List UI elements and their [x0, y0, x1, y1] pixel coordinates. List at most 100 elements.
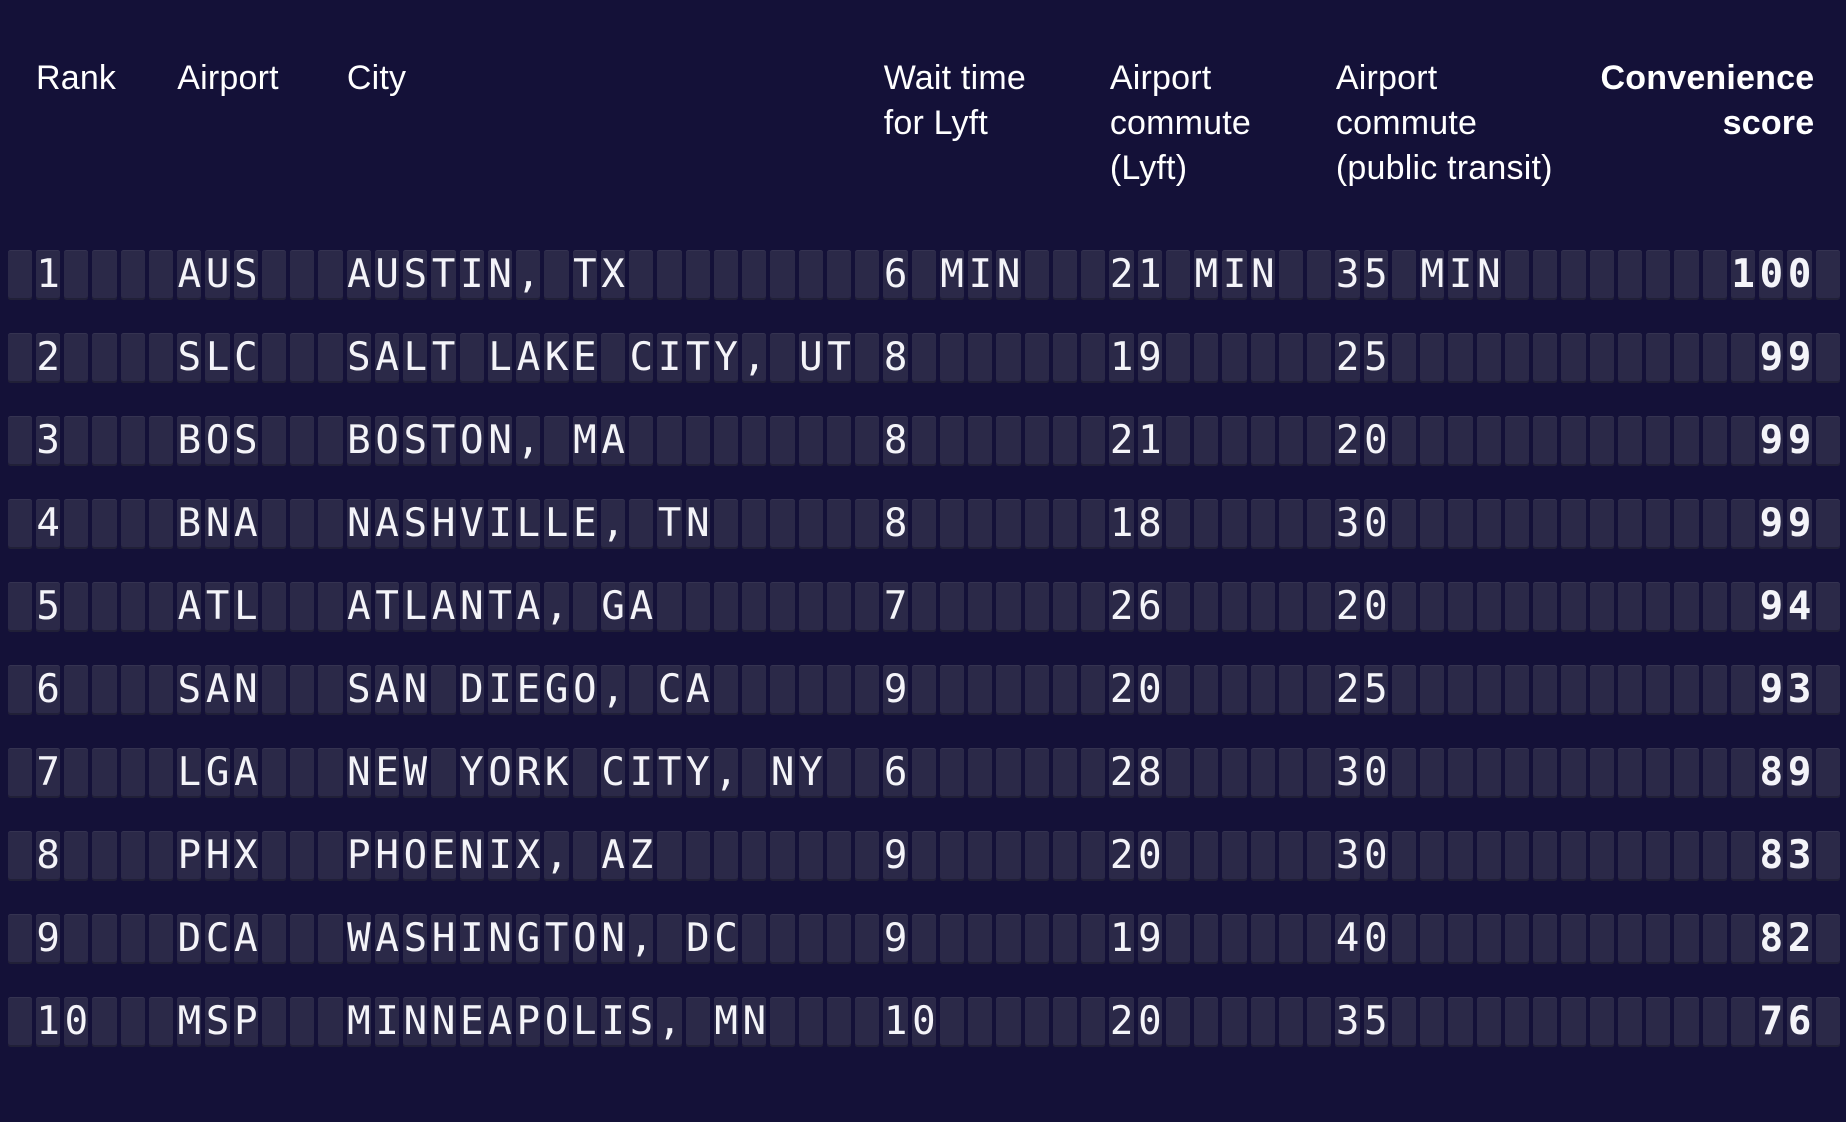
- flap-cell: [855, 997, 880, 1047]
- flap-cell: [685, 582, 710, 632]
- flap-cell: B: [346, 416, 371, 466]
- flap-cell: [1222, 997, 1247, 1047]
- flap-cell: [290, 416, 315, 466]
- flap-cell: 9: [1759, 582, 1784, 632]
- flap-cell: [1081, 582, 1106, 632]
- flap-cell: [7, 748, 32, 798]
- flap-cell: 2: [1109, 748, 1134, 798]
- flap-cell: E: [431, 831, 456, 881]
- flap-cell: S: [403, 250, 428, 300]
- flap-cell: 8: [1759, 914, 1784, 964]
- flap-cell: 9: [1137, 333, 1162, 383]
- flap-cell: [1081, 250, 1106, 300]
- flap-cell: 8: [883, 333, 908, 383]
- column-header-line: City: [346, 59, 407, 97]
- flap-cell: [1646, 333, 1671, 383]
- flap-cell: [996, 997, 1021, 1047]
- flap-cell: T: [374, 582, 400, 632]
- flap-cell: [120, 499, 145, 549]
- flap-cell: 8: [35, 831, 61, 881]
- flap-cell: N: [346, 499, 371, 549]
- flap-cell: [939, 416, 965, 466]
- flap-cell: [120, 914, 145, 964]
- flap-cell: [996, 665, 1021, 715]
- flap-cell: I: [600, 997, 626, 1047]
- flap-cell: 9: [1137, 914, 1162, 964]
- flap-cell: [1646, 748, 1671, 798]
- flap-cell: [1504, 997, 1530, 1047]
- flap-cell: [1815, 748, 1840, 798]
- flap-cell: [939, 914, 965, 964]
- flap-cell: [1815, 582, 1840, 632]
- flap-cell: H: [205, 831, 230, 881]
- flap-cell: I: [487, 499, 513, 549]
- flap-cell: I: [1448, 250, 1473, 300]
- flap-cell: 9: [1787, 416, 1812, 466]
- flap-cell: 1: [1109, 914, 1134, 964]
- flap-cell: [1504, 665, 1530, 715]
- column-header-airport_commute_transit: Airport commute (public transit): [1336, 56, 1553, 191]
- flap-cell: ,: [516, 250, 541, 300]
- flap-cell: S: [233, 250, 258, 300]
- flap-cell: [1250, 831, 1275, 881]
- flap-cell: 3: [1335, 748, 1360, 798]
- flap-cell: [148, 416, 174, 466]
- flap-cell: [318, 748, 343, 798]
- flap-cell: [1730, 748, 1756, 798]
- flap-cell: [1617, 831, 1643, 881]
- flap-cell: [572, 582, 597, 632]
- flap-cell: H: [431, 499, 456, 549]
- flap-cell: [685, 250, 710, 300]
- flap-cell: [685, 997, 710, 1047]
- flap-cell: [657, 416, 682, 466]
- flap-cell: [1533, 582, 1558, 632]
- flap-cell: [1448, 665, 1473, 715]
- flap-cell: [1504, 582, 1530, 632]
- flap-cell: 5: [1363, 250, 1388, 300]
- flap-cell: [1646, 499, 1671, 549]
- flap-cell: [1307, 582, 1332, 632]
- flap-cell: [1646, 665, 1671, 715]
- flap-cell: [1533, 831, 1558, 881]
- flap-cell: [1391, 582, 1417, 632]
- flap-cell: [1561, 997, 1586, 1047]
- flap-cell: L: [572, 997, 597, 1047]
- flap-cell: 0: [1137, 997, 1162, 1047]
- flap-cell: D: [177, 914, 202, 964]
- flap-cell: [996, 831, 1021, 881]
- flap-cell: [996, 416, 1021, 466]
- flap-cell: 1: [1109, 499, 1134, 549]
- flap-cell: [1081, 416, 1106, 466]
- flap-cell: [7, 333, 32, 383]
- flap-cell: [1561, 831, 1586, 881]
- flap-cell: 0: [1363, 416, 1388, 466]
- flap-cell: [629, 499, 654, 549]
- flap-cell: [1533, 333, 1558, 383]
- flap-cell: [1533, 748, 1558, 798]
- flap-cell: [1589, 333, 1614, 383]
- flap-cell: [1674, 582, 1699, 632]
- flap-cell: [1052, 499, 1078, 549]
- flap-cell: [770, 499, 795, 549]
- flap-cell: [290, 333, 315, 383]
- flap-cell: [1476, 582, 1501, 632]
- flap-cell: N: [233, 665, 258, 715]
- flap-cell: A: [205, 665, 230, 715]
- flap-cell: I: [629, 748, 654, 798]
- flap-cell: [1674, 914, 1699, 964]
- flap-cell: N: [346, 748, 371, 798]
- flap-cell: 4: [1787, 582, 1812, 632]
- flap-cell: 5: [1363, 333, 1388, 383]
- flap-cell: [770, 997, 795, 1047]
- flap-cell: L: [233, 582, 258, 632]
- flap-cell: [1024, 333, 1049, 383]
- flap-cell: [1815, 914, 1840, 964]
- flap-cell: [1617, 416, 1643, 466]
- flap-cell: [544, 250, 569, 300]
- flap-cell: [92, 665, 117, 715]
- flap-cell: [742, 250, 767, 300]
- flap-cell: N: [742, 997, 767, 1047]
- flap-cell: 1: [1137, 416, 1162, 466]
- flap-cell: [1646, 914, 1671, 964]
